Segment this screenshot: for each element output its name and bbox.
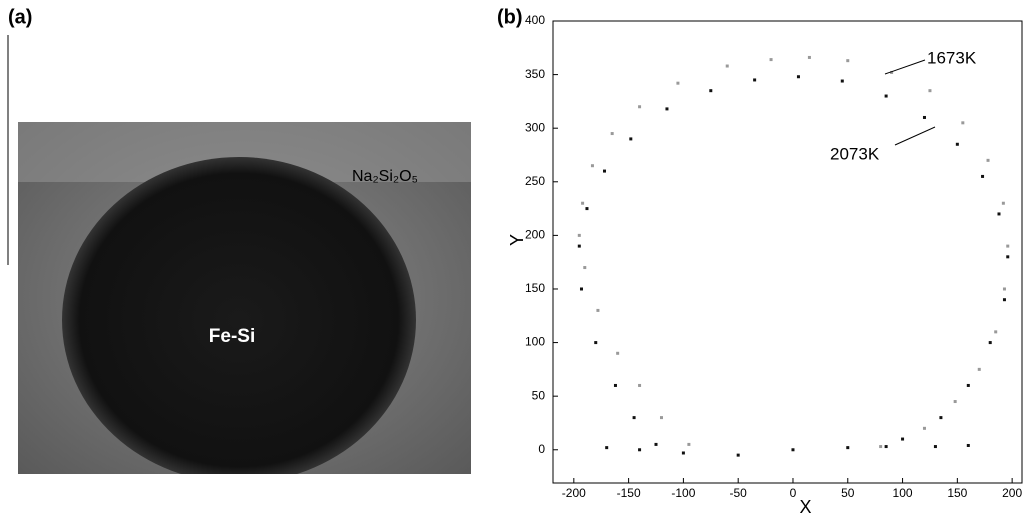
point — [1006, 255, 1010, 259]
point — [676, 81, 680, 85]
point — [616, 351, 620, 355]
point — [629, 137, 633, 141]
x-tick-label: -50 — [730, 486, 748, 500]
panel-label: (b) — [497, 6, 523, 28]
point — [753, 78, 757, 82]
photo-crop — [18, 474, 471, 517]
x-axis-label: X — [799, 497, 811, 517]
point — [579, 287, 583, 291]
point — [1002, 298, 1006, 302]
point — [1002, 287, 1006, 291]
point — [966, 443, 970, 447]
point — [638, 383, 642, 387]
point — [981, 174, 985, 178]
point — [939, 416, 943, 420]
point — [590, 164, 594, 168]
y-tick-label: 150 — [525, 281, 545, 295]
point — [681, 451, 685, 455]
point — [581, 201, 585, 205]
point — [977, 367, 981, 371]
x-tick-label: -150 — [617, 486, 641, 500]
point — [687, 442, 691, 446]
y-tick-label: 50 — [532, 388, 546, 402]
point — [988, 341, 992, 345]
point — [901, 437, 905, 441]
y-axis-label: Y — [507, 234, 527, 246]
point — [846, 446, 850, 450]
point — [846, 59, 850, 63]
point — [585, 207, 589, 211]
x-tick-label: 0 — [790, 486, 797, 500]
point — [966, 383, 970, 387]
point — [961, 121, 965, 125]
point — [610, 132, 614, 136]
point — [922, 115, 926, 119]
point — [884, 94, 888, 98]
droplet-label: Fe-Si — [209, 326, 255, 347]
point — [596, 308, 600, 312]
point — [709, 89, 713, 93]
point — [603, 169, 607, 173]
point — [791, 448, 795, 452]
y-tick-label: 0 — [538, 442, 545, 456]
point — [736, 453, 740, 457]
y-tick-label: 250 — [525, 174, 545, 188]
droplet — [62, 157, 416, 483]
y-tick-label: 100 — [525, 335, 545, 349]
y-tick-label: 400 — [525, 13, 545, 27]
annotation-leader — [894, 126, 936, 146]
point — [1006, 244, 1010, 248]
point — [583, 266, 587, 270]
point — [577, 233, 581, 237]
y-tick-label: 350 — [525, 67, 545, 81]
point — [986, 158, 990, 162]
point — [659, 416, 663, 420]
point — [840, 79, 844, 83]
panel-label: (a) — [8, 6, 32, 28]
point — [769, 58, 773, 62]
x-tick-label: 200 — [1002, 486, 1022, 500]
point — [884, 445, 888, 449]
point — [807, 55, 811, 59]
point — [994, 330, 998, 334]
point — [725, 64, 729, 68]
annotation: 1673K — [927, 48, 977, 67]
point — [654, 442, 658, 446]
point — [605, 446, 609, 450]
point — [577, 244, 581, 248]
point — [1001, 201, 1005, 205]
x-tick-label: 150 — [947, 486, 967, 500]
x-tick-label: 100 — [893, 486, 913, 500]
point — [890, 70, 894, 74]
plot-frame — [552, 20, 1023, 484]
point — [928, 89, 932, 93]
point — [953, 400, 957, 404]
point — [955, 142, 959, 146]
point — [665, 107, 669, 111]
x-tick-label: -100 — [671, 486, 695, 500]
point — [796, 75, 800, 79]
point — [997, 212, 1001, 216]
point — [933, 445, 937, 449]
x-tick-label: 50 — [841, 486, 855, 500]
annotation: 2073K — [830, 144, 880, 163]
y-tick-label: 200 — [525, 228, 545, 242]
annotation-leader — [884, 59, 926, 75]
point — [879, 445, 883, 449]
point — [594, 341, 598, 345]
x-tick-label: -200 — [562, 486, 586, 500]
point — [632, 416, 636, 420]
point — [638, 105, 642, 109]
point — [613, 383, 617, 387]
point — [638, 448, 642, 452]
matrix-label: Na₂Si₂O₅ — [352, 168, 418, 185]
point — [922, 426, 926, 430]
y-tick-label: 300 — [525, 120, 545, 134]
